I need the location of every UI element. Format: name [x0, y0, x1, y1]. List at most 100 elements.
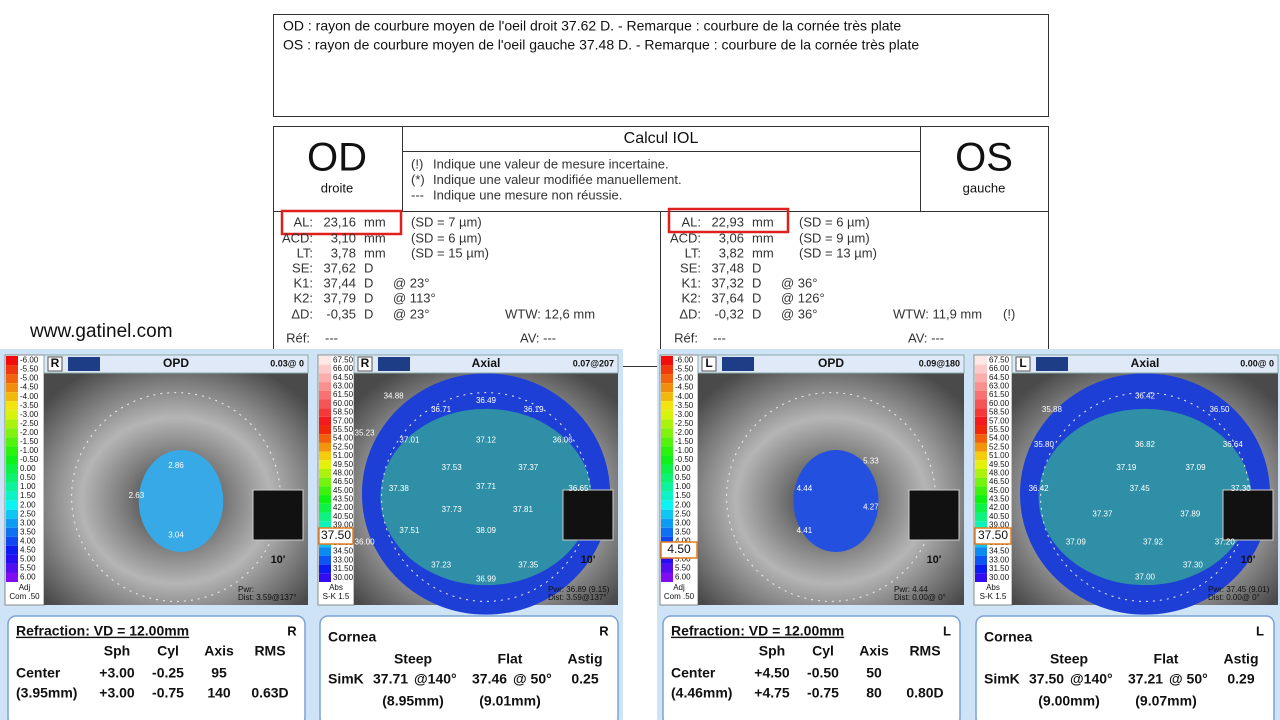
scale-label: 63.00	[333, 382, 354, 391]
zoom-button[interactable]	[1036, 357, 1068, 371]
zoom-button[interactable]	[722, 357, 754, 371]
scale-label: 39.00	[333, 521, 354, 530]
scale-swatch	[319, 486, 331, 496]
scale-label: 66.00	[989, 364, 1010, 373]
col-header: Sph	[759, 643, 785, 659]
map-header	[697, 354, 965, 374]
scale-label: 45.00	[989, 486, 1010, 495]
scale-swatch	[6, 572, 18, 582]
scale-label: -4.00	[675, 392, 694, 401]
scale-label: 43.50	[333, 495, 354, 504]
scale-label: -4.50	[20, 383, 39, 392]
measure-sd: (SD = 6 µm)	[799, 214, 870, 229]
measure-wtw: WTW: 11,9 mm	[893, 306, 982, 321]
scale-label: 48.00	[333, 468, 354, 477]
scale-swatch	[319, 477, 331, 487]
map-value: 37.53	[442, 463, 463, 472]
cell: +3.00	[99, 685, 135, 701]
measure-label: K1:	[293, 275, 313, 290]
zoom-button[interactable]	[378, 357, 410, 371]
steep-axis: @140°	[414, 671, 457, 687]
map-value: 37.12	[476, 435, 497, 444]
scale-label: 58.50	[989, 408, 1010, 417]
map-value: 36.19	[524, 405, 545, 414]
scale-label: 6.00	[20, 573, 36, 582]
scale-label: 58.50	[333, 408, 354, 417]
scale-label: 48.00	[989, 468, 1010, 477]
scale-highlight	[660, 541, 698, 559]
map-title: OPD	[818, 356, 844, 370]
scale-label: 67.50	[333, 355, 354, 364]
measure-unit: D	[752, 260, 761, 275]
simk-label: SimK	[328, 671, 364, 687]
measure-label: ACD:	[670, 230, 701, 245]
measure-value: 37,79	[323, 290, 356, 305]
map-value: 35.23	[355, 428, 376, 437]
scale-label: 45.00	[333, 486, 354, 495]
scale-swatch	[6, 563, 18, 573]
measure-label: LT:	[685, 245, 701, 260]
eye-letter: L	[1256, 623, 1264, 638]
eye-label: OD	[307, 136, 367, 180]
remark-box	[273, 14, 1049, 117]
scale-swatch	[319, 434, 331, 443]
scale-label: 42.00	[989, 503, 1010, 512]
scale-label: 1.50	[675, 491, 691, 500]
measure-label: Réf:	[674, 330, 698, 345]
simk-label: SimK	[984, 671, 1020, 687]
cell: Center	[16, 665, 61, 681]
scale-swatch	[975, 390, 987, 400]
scale-label: 30.00	[989, 573, 1010, 582]
scale-foot: Com .50	[664, 592, 695, 601]
steep-value: 37.50	[1029, 671, 1064, 687]
map-value: 36.50	[1209, 405, 1230, 414]
scale-foot: Com .50	[9, 592, 40, 601]
astig-value: 0.25	[571, 671, 598, 687]
highlight-box	[667, 207, 790, 234]
scale-swatch	[319, 451, 331, 461]
scale-swatch	[661, 572, 673, 582]
scale-swatch	[661, 419, 673, 429]
col-header: Steep	[1050, 651, 1088, 667]
size-label: 10'	[581, 554, 596, 566]
measure-flag: (!)	[1003, 306, 1015, 321]
thumb	[1222, 489, 1274, 541]
map-value: 37.37	[518, 463, 539, 472]
measure-axis: @ 126°	[781, 290, 825, 305]
measure-label: ΔD:	[679, 306, 701, 321]
dist: Dist: 0.00@ 0°	[894, 593, 946, 602]
col-header: RMS	[909, 643, 940, 659]
scale-swatch	[661, 401, 673, 411]
scale-label: 46.50	[989, 477, 1010, 486]
scale-label: -0.50	[20, 455, 39, 464]
flat-radius: (9.01mm)	[479, 693, 540, 709]
dist: Dist: 3.59@137°	[238, 593, 296, 602]
map-value: 36.82	[1135, 440, 1156, 449]
cell: 95	[211, 665, 227, 681]
cell: Center	[671, 665, 716, 681]
scale-swatch	[975, 564, 987, 574]
col-header: Sph	[104, 643, 130, 659]
map-value: 4.44	[797, 484, 813, 493]
scale-label: 2.50	[20, 509, 36, 518]
measure-axis: @ 23°	[393, 306, 429, 321]
scale-swatch	[661, 482, 673, 492]
scale-label: 64.50	[989, 373, 1010, 382]
measure-unit: D	[752, 290, 761, 305]
scale-label: 33.00	[333, 555, 354, 564]
cell: 0.63D	[251, 685, 288, 701]
scale-swatch	[6, 509, 18, 519]
scale-label: 60.00	[333, 399, 354, 408]
scale-label: 57.00	[989, 416, 1010, 425]
axial-map-inner	[380, 408, 592, 586]
zoom-button[interactable]	[68, 357, 100, 371]
dist: Dist: 0.00@ 0°	[1208, 593, 1260, 602]
steep-radius: (8.95mm)	[382, 693, 443, 709]
scale-label: 4.00	[20, 536, 36, 545]
scale-swatch	[661, 527, 673, 537]
axial-map-inner	[1038, 408, 1252, 586]
legend-text: Indique une mesure non réussie.	[433, 187, 622, 202]
map-value: 4.41	[797, 526, 813, 535]
scale-label: 6.00	[675, 573, 691, 582]
scale-label: 3.50	[675, 527, 691, 536]
